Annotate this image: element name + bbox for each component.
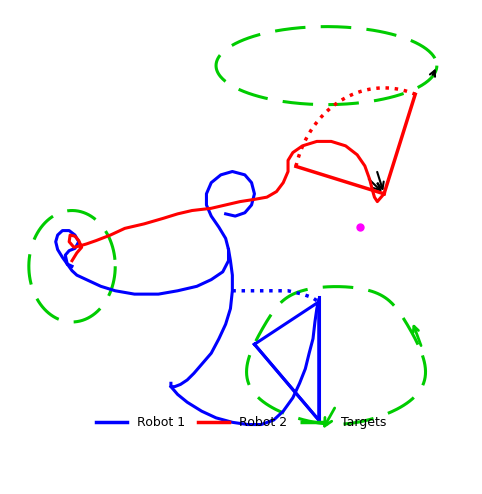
- Legend: Robot 1, Robot 2, Targets: Robot 1, Robot 2, Targets: [91, 411, 391, 434]
